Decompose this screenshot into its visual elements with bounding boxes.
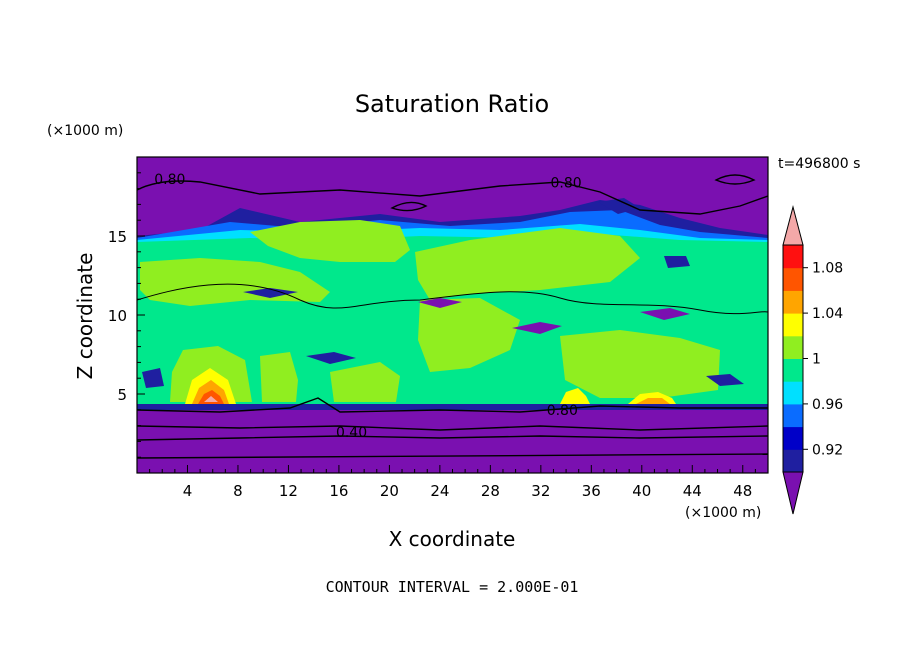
colorbar-over-triangle (782, 205, 804, 246)
patch-dry-24km (418, 298, 462, 308)
patch-dry-10km (243, 288, 298, 298)
field-lower-transition (137, 404, 768, 410)
x-tick-label: 12 (279, 482, 298, 500)
colorbar-swatch (783, 290, 803, 314)
x-axis-title: X coordinate (389, 527, 516, 551)
x-tick-label: 32 (531, 482, 550, 500)
core-yellow-34km (560, 388, 590, 404)
patch-dry-47km (706, 374, 744, 386)
y-tick-label: 15 (108, 228, 127, 246)
field-green-right (560, 330, 720, 398)
colorbar-swatch (783, 426, 803, 450)
colorbar-swatch (783, 335, 803, 359)
field-green-column-18km (330, 362, 400, 402)
plot-field: 0.80 0.80 0.80 0.40 (137, 157, 768, 473)
contour-upper-cell-b (714, 174, 756, 185)
x-tick-label: 20 (380, 482, 399, 500)
colorbar-tick-label: 1.04 (812, 306, 843, 322)
contour-100 (137, 283, 768, 315)
y-tick-label: 10 (108, 307, 127, 325)
colorbar: 0.92 0.96 1 1.04 1.08 (782, 205, 843, 515)
colorbar-swatch (783, 403, 803, 428)
contour-lines (137, 174, 768, 459)
field-green-center (418, 298, 520, 372)
y-tick-label: 5 (117, 386, 127, 404)
field-green-upper-center (415, 228, 640, 300)
colorbar-swatch (783, 313, 803, 337)
x-tick-label: 4 (183, 482, 193, 500)
x-tick-label: 40 (632, 482, 651, 500)
contour-080-upper (137, 180, 768, 215)
contour-labels: 0.80 0.80 0.80 0.40 (154, 172, 581, 441)
contour-080-lower (137, 397, 768, 413)
patch-dry-1km (142, 368, 164, 388)
colorbar-swatch (783, 358, 803, 382)
patch-dry-32km (512, 322, 562, 334)
colorbar-swatch (783, 449, 803, 473)
y-unit-label: (×1000 m) (47, 123, 123, 139)
colorbar-swatch (783, 381, 803, 405)
time-label: t=496800 s (778, 156, 860, 172)
colorbar-tick-label: 0.96 (812, 397, 843, 413)
contour-label: 0.80 (154, 172, 185, 188)
core-over-6km (204, 396, 218, 402)
contour-label: 0.40 (336, 425, 367, 441)
contour-020 (137, 453, 768, 459)
x-tick-label: 16 (329, 482, 348, 500)
contour-060 (137, 425, 768, 431)
x-tick-label: 48 (733, 482, 752, 500)
colorbar-tick-label: 1 (812, 352, 821, 368)
y-axis: 5 10 15 (108, 172, 145, 458)
field-green-column-12km (260, 352, 298, 402)
y-axis-title: Z coordinate (73, 253, 97, 380)
contour-label: 0.80 (550, 175, 581, 191)
chart-title: Saturation Ratio (355, 90, 549, 118)
x-unit-label: (×1000 m) (685, 505, 761, 521)
contour-label: 0.80 (547, 403, 578, 419)
field-green-upper-left (250, 220, 410, 262)
x-tick-label: 36 (582, 482, 601, 500)
x-tick-label: 24 (430, 482, 449, 500)
core-orange-40km (636, 398, 670, 404)
x-axis: 4 8 12 16 20 24 28 32 36 40 44 48 (149, 465, 756, 500)
patch-dry-44km (664, 256, 690, 268)
colorbar-tick-label: 0.92 (812, 442, 843, 458)
contour-interval-footer: CONTOUR INTERVAL = 2.000E-01 (326, 578, 579, 596)
x-tick-label: 44 (683, 482, 702, 500)
colorbar-swatch (783, 267, 803, 291)
colorbar-under-triangle (782, 471, 804, 515)
contour-upper-cell-a (390, 201, 428, 212)
patch-dry-38km-upper (598, 198, 640, 214)
patch-dry-15km (306, 352, 356, 364)
x-tick-label: 28 (481, 482, 500, 500)
x-tick-label: 8 (233, 482, 243, 500)
colorbar-swatch (783, 245, 803, 269)
colorbar-tick-label: 1.08 (812, 261, 843, 277)
patch-dry-42km (640, 308, 690, 320)
contour-040 (137, 435, 768, 441)
